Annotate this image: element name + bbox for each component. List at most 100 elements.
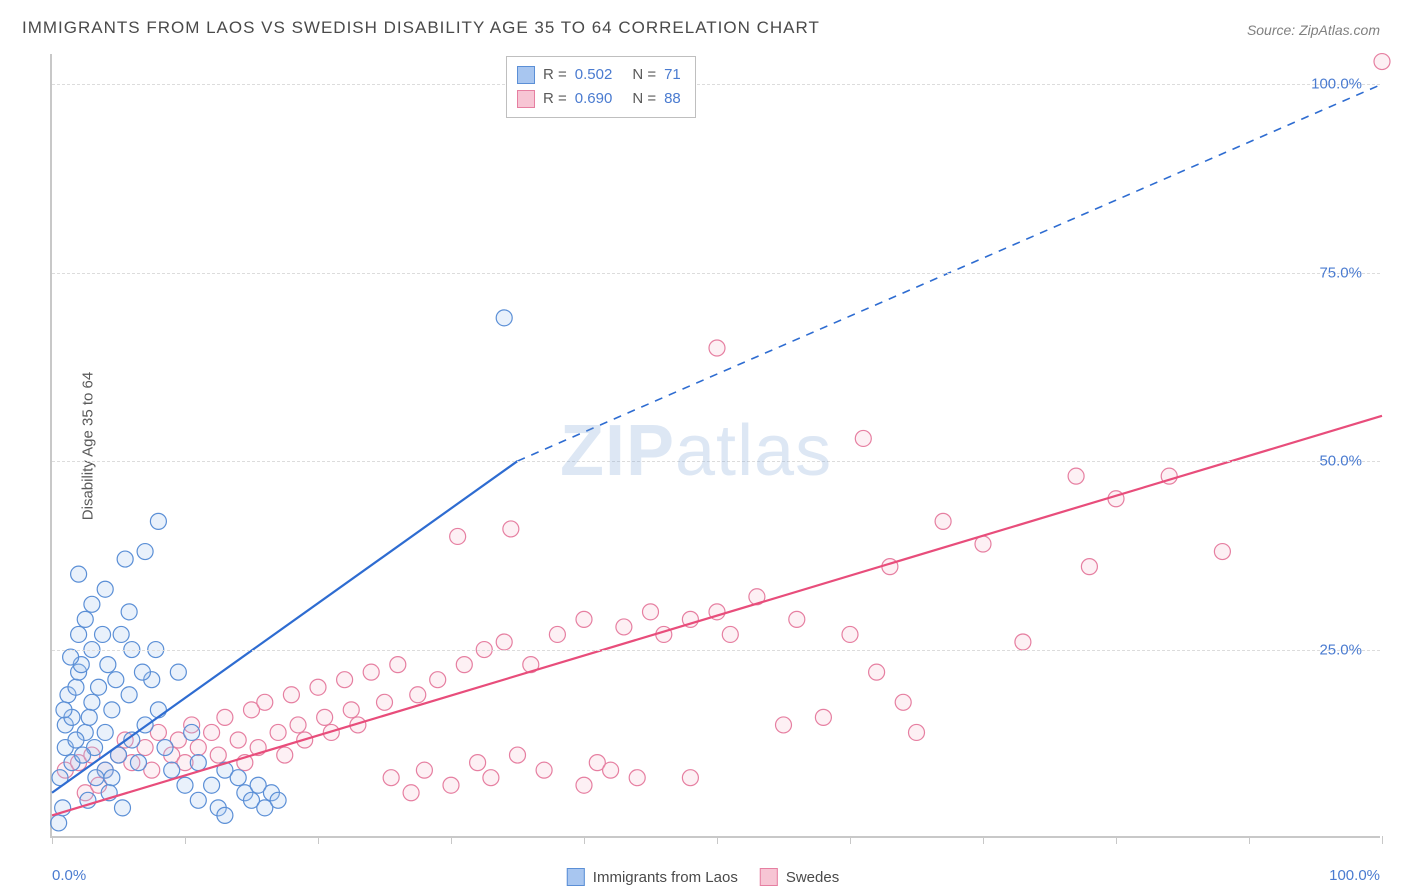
- x-tick: [584, 836, 585, 844]
- x-tick: [185, 836, 186, 844]
- data-point: [776, 717, 792, 733]
- data-point: [51, 815, 67, 831]
- data-point: [71, 566, 87, 582]
- data-point: [277, 747, 293, 763]
- data-point: [117, 551, 133, 567]
- data-point: [789, 611, 805, 627]
- gridline-h: [52, 84, 1380, 85]
- data-point: [317, 709, 333, 725]
- legend-r-label-2: R =: [543, 87, 567, 111]
- data-point: [130, 755, 146, 771]
- data-point: [377, 694, 393, 710]
- data-point: [204, 777, 220, 793]
- data-point: [121, 604, 137, 620]
- data-point: [230, 770, 246, 786]
- data-point: [257, 694, 273, 710]
- data-point: [403, 785, 419, 801]
- data-point: [383, 770, 399, 786]
- data-point: [496, 634, 512, 650]
- plot-svg: [52, 54, 1380, 836]
- legend-bottom-swatch-1: [567, 868, 585, 886]
- data-point: [935, 513, 951, 529]
- data-point: [121, 687, 137, 703]
- data-point: [576, 611, 592, 627]
- trend-line-swedes: [52, 416, 1382, 816]
- legend-row-series2: R = 0.690 N = 88: [517, 87, 681, 111]
- data-point: [177, 777, 193, 793]
- x-tick-label-min: 0.0%: [52, 867, 86, 884]
- legend-r-value-2: 0.690: [575, 87, 613, 111]
- data-point: [84, 694, 100, 710]
- data-point: [496, 310, 512, 326]
- data-point: [210, 747, 226, 763]
- legend-row-series1: R = 0.502 N = 71: [517, 63, 681, 87]
- source-label: Source: ZipAtlas.com: [1247, 22, 1380, 38]
- data-point: [217, 807, 233, 823]
- x-tick: [52, 836, 53, 844]
- data-point: [68, 679, 84, 695]
- data-point: [410, 687, 426, 703]
- data-point: [190, 755, 206, 771]
- data-point: [204, 724, 220, 740]
- data-point: [283, 687, 299, 703]
- data-point: [157, 740, 173, 756]
- data-point: [1214, 544, 1230, 560]
- x-tick-label-max: 100.0%: [1329, 867, 1380, 884]
- data-point: [230, 732, 246, 748]
- data-point: [483, 770, 499, 786]
- data-point: [337, 672, 353, 688]
- legend-bottom-label-2: Swedes: [786, 869, 839, 886]
- data-point: [217, 709, 233, 725]
- data-point: [869, 664, 885, 680]
- data-point: [390, 657, 406, 673]
- data-point: [84, 596, 100, 612]
- data-point: [91, 679, 107, 695]
- y-tick-label: 25.0%: [1319, 641, 1362, 658]
- data-point: [1081, 559, 1097, 575]
- data-point: [68, 732, 84, 748]
- x-tick: [318, 836, 319, 844]
- data-point: [456, 657, 472, 673]
- legend-r-value-1: 0.502: [575, 63, 613, 87]
- data-point: [629, 770, 645, 786]
- correlation-legend: R = 0.502 N = 71 R = 0.690 N = 88: [506, 56, 696, 118]
- data-point: [81, 709, 97, 725]
- data-point: [895, 694, 911, 710]
- data-point: [430, 672, 446, 688]
- x-tick: [1116, 836, 1117, 844]
- data-point: [164, 762, 180, 778]
- data-point: [343, 702, 359, 718]
- legend-bottom-label-1: Immigrants from Laos: [593, 869, 738, 886]
- data-point: [709, 340, 725, 356]
- legend-bottom-swatch-2: [760, 868, 778, 886]
- legend-swatch-series1: [517, 66, 535, 84]
- data-point: [150, 513, 166, 529]
- data-point: [270, 792, 286, 808]
- data-point: [290, 717, 306, 733]
- data-point: [190, 740, 206, 756]
- x-tick: [717, 836, 718, 844]
- y-tick-label: 100.0%: [1311, 76, 1362, 93]
- data-point: [104, 770, 120, 786]
- legend-n-value-2: 88: [664, 87, 681, 111]
- legend-n-label-1: N =: [632, 63, 656, 87]
- data-point: [170, 664, 186, 680]
- legend-n-value-1: 71: [664, 63, 681, 87]
- legend-item-series2: Swedes: [760, 868, 839, 886]
- x-tick: [983, 836, 984, 844]
- data-point: [190, 792, 206, 808]
- data-point: [137, 544, 153, 560]
- x-tick: [451, 836, 452, 844]
- data-point: [603, 762, 619, 778]
- legend-r-label-1: R =: [543, 63, 567, 87]
- data-point: [97, 724, 113, 740]
- data-point: [75, 747, 91, 763]
- data-point: [643, 604, 659, 620]
- data-point: [114, 800, 130, 816]
- legend-item-series1: Immigrants from Laos: [567, 868, 738, 886]
- legend-n-label-2: N =: [632, 87, 656, 111]
- data-point: [108, 672, 124, 688]
- data-point: [1374, 54, 1390, 70]
- chart-title: IMMIGRANTS FROM LAOS VS SWEDISH DISABILI…: [22, 18, 820, 38]
- y-tick-label: 75.0%: [1319, 264, 1362, 281]
